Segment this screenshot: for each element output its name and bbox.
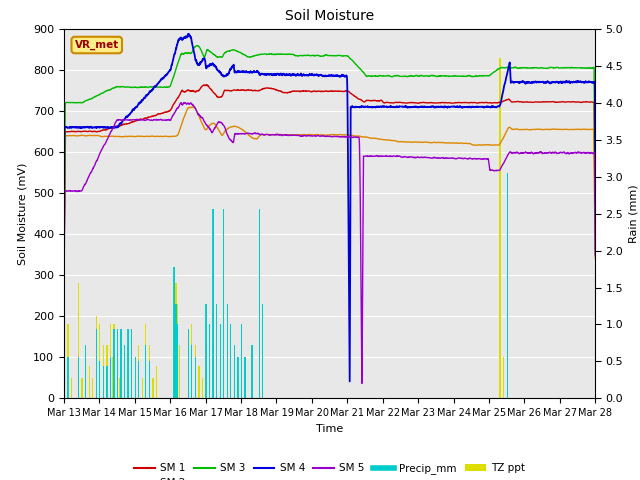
Y-axis label: Rain (mm): Rain (mm) [629,184,639,243]
Y-axis label: Soil Moisture (mV): Soil Moisture (mV) [17,162,28,265]
Title: Soil Moisture: Soil Moisture [285,10,374,24]
Text: VR_met: VR_met [75,40,119,50]
X-axis label: Time: Time [316,424,343,433]
Legend: SM 1, SM 2, SM 3, SM 4, SM 5, Precip_mm, TZ ppt: SM 1, SM 2, SM 3, SM 4, SM 5, Precip_mm,… [130,459,529,480]
